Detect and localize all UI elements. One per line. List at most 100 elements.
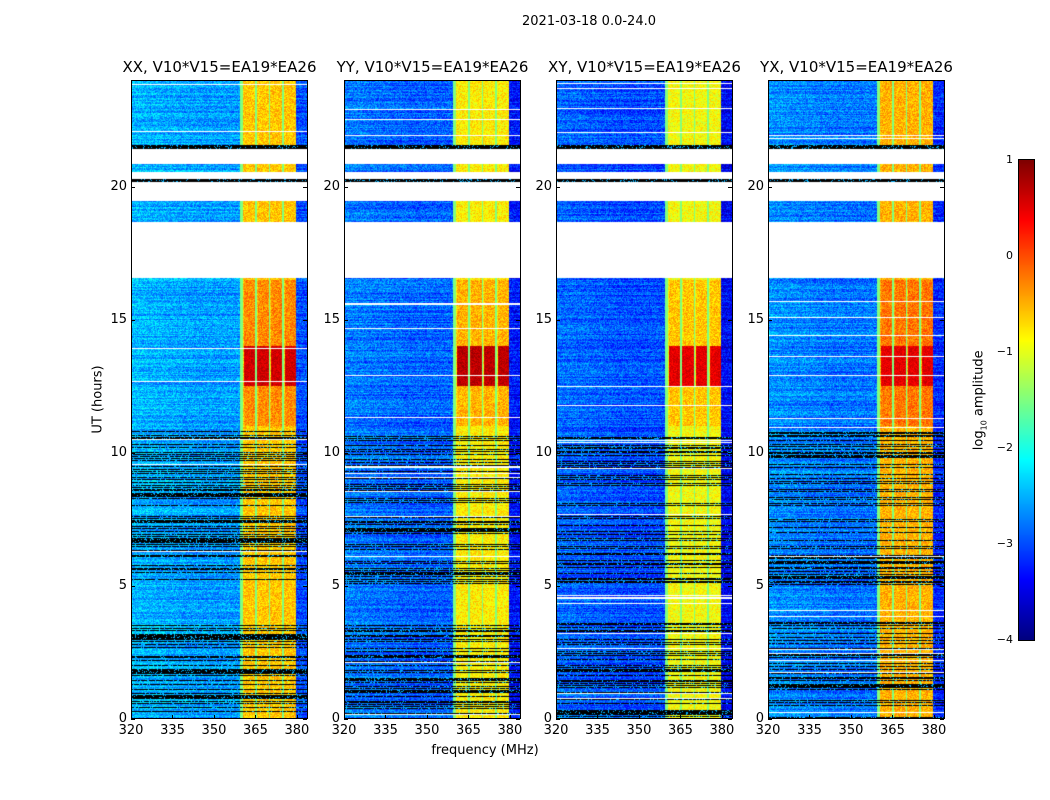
x-tick-mark — [296, 715, 298, 719]
x-tick-label: 320 — [755, 723, 781, 738]
heatmap-panel — [768, 80, 945, 719]
colorbar-tick-label: 1 — [1006, 153, 1013, 166]
x-tick-mark — [680, 715, 682, 719]
y-tick-mark — [940, 719, 944, 720]
heatmap-panel — [556, 80, 733, 719]
y-tick-mark — [556, 719, 560, 720]
y-tick-mark — [556, 186, 560, 188]
y-tick-mark — [768, 585, 772, 587]
y-tick-mark — [940, 585, 944, 587]
x-tick-label: 335 — [160, 723, 185, 738]
x-tick-label: 380 — [284, 723, 310, 738]
x-tick-label: 380 — [709, 723, 735, 738]
y-tick-label: 0 — [755, 711, 764, 726]
y-tick-mark — [940, 186, 944, 188]
y-tick-label: 0 — [331, 711, 340, 726]
x-tick-mark — [172, 715, 174, 719]
y-tick-mark — [303, 452, 307, 454]
y-tick-mark — [728, 719, 732, 720]
x-tick-mark — [768, 715, 769, 719]
y-tick-label: 5 — [755, 577, 764, 593]
y-tick-mark — [516, 452, 520, 454]
y-tick-mark — [303, 319, 307, 321]
x-tick-mark — [721, 715, 723, 719]
x-axis-label: frequency (MHz) — [431, 743, 539, 758]
panel-title: XY, V10*V15=EA19*EA26 — [548, 58, 741, 76]
y-tick-label: 0 — [118, 711, 127, 726]
x-tick-label: 350 — [414, 723, 440, 738]
y-tick-label: 15 — [110, 311, 127, 327]
x-tick-mark — [468, 715, 470, 719]
x-tick-label: 365 — [456, 723, 481, 738]
y-tick-label: 5 — [543, 577, 552, 593]
x-tick-label: 320 — [118, 723, 144, 738]
y-tick-mark — [303, 719, 307, 720]
heatmap-image — [345, 81, 520, 718]
y-tick-mark — [768, 186, 772, 188]
panel-title: YY, V10*V15=EA19*EA26 — [336, 58, 529, 76]
x-tick-mark — [597, 715, 599, 719]
heatmap-panel — [131, 80, 308, 719]
x-tick-label: 365 — [243, 723, 268, 738]
y-tick-mark — [303, 585, 307, 587]
heatmap-panel — [344, 80, 521, 719]
y-tick-mark — [344, 186, 348, 188]
x-tick-label: 350 — [626, 723, 652, 738]
x-tick-mark — [556, 715, 557, 719]
colorbar — [1018, 159, 1035, 641]
panel-title: XX, V10*V15=EA19*EA26 — [122, 58, 317, 76]
y-tick-label: 10 — [110, 444, 127, 460]
heatmap-image — [769, 81, 944, 718]
y-tick-label: 15 — [747, 311, 764, 327]
y-tick-mark — [516, 585, 520, 587]
colorbar-gradient — [1019, 160, 1034, 640]
y-tick-mark — [556, 319, 560, 321]
y-tick-label: 20 — [535, 178, 552, 194]
figure-title: 2021-03-18 0.0-24.0 — [522, 14, 656, 29]
colorbar-tick-label: −3 — [996, 537, 1013, 550]
x-tick-label: 320 — [543, 723, 569, 738]
y-tick-mark — [728, 585, 732, 587]
y-tick-mark — [131, 186, 135, 188]
x-tick-mark — [131, 715, 132, 719]
y-tick-label: 15 — [535, 311, 552, 327]
y-tick-label: 20 — [110, 178, 127, 194]
y-axis-label: UT (hours) — [90, 365, 106, 434]
y-tick-mark — [556, 585, 560, 587]
y-tick-mark — [768, 452, 772, 454]
x-tick-mark — [850, 715, 852, 719]
x-tick-label: 380 — [497, 723, 523, 738]
x-tick-label: 320 — [331, 723, 357, 738]
y-tick-mark — [728, 319, 732, 321]
y-tick-mark — [768, 319, 772, 321]
colorbar-tick-label: −4 — [996, 633, 1013, 646]
y-tick-mark — [303, 186, 307, 188]
y-tick-label: 15 — [323, 311, 340, 327]
x-tick-label: 350 — [201, 723, 227, 738]
x-tick-label: 335 — [585, 723, 610, 738]
y-tick-label: 10 — [535, 444, 552, 460]
y-tick-label: 20 — [323, 178, 340, 194]
y-tick-mark — [344, 585, 348, 587]
y-tick-label: 10 — [747, 444, 764, 460]
x-tick-mark — [344, 715, 345, 719]
y-tick-label: 5 — [331, 577, 340, 593]
heatmap-image — [557, 81, 732, 718]
x-tick-label: 335 — [797, 723, 822, 738]
panel-title: YX, V10*V15=EA19*EA26 — [760, 58, 953, 76]
x-tick-mark — [509, 715, 511, 719]
x-tick-mark — [809, 715, 811, 719]
y-tick-mark — [131, 319, 135, 321]
y-tick-mark — [131, 452, 135, 454]
y-tick-mark — [728, 452, 732, 454]
x-tick-mark — [255, 715, 257, 719]
y-tick-label: 0 — [543, 711, 552, 726]
x-tick-mark — [213, 715, 215, 719]
y-tick-mark — [728, 186, 732, 188]
x-tick-mark — [638, 715, 640, 719]
x-tick-label: 335 — [373, 723, 398, 738]
colorbar-tick-label: −1 — [996, 345, 1013, 358]
y-tick-mark — [516, 719, 520, 720]
heatmap-image — [132, 81, 307, 718]
